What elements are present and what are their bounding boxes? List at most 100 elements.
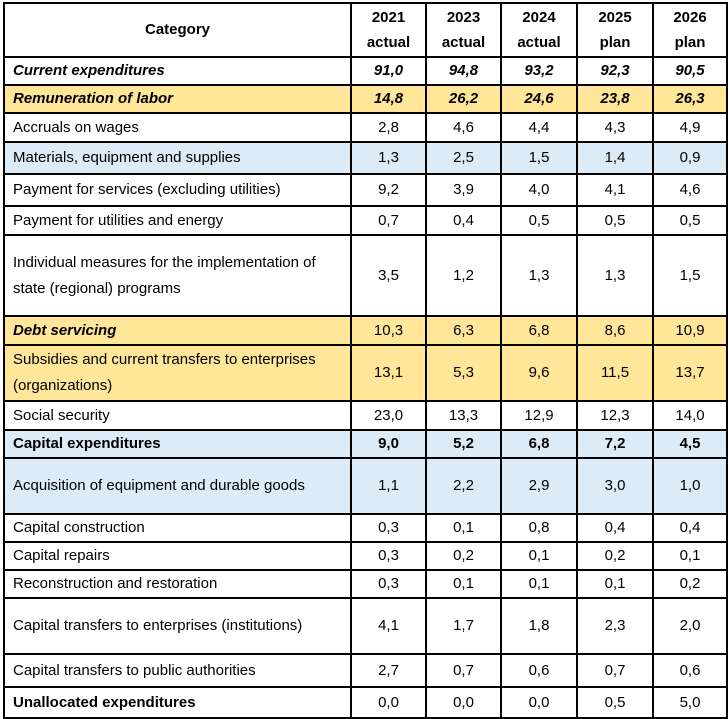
row-label: Individual measures for the implementati… <box>3 234 352 317</box>
cell-value: 0,5 <box>500 205 578 236</box>
cell-value: 3,5 <box>350 234 427 317</box>
cell-value: 2,0 <box>652 597 728 655</box>
row-label: Accruals on wages <box>3 112 352 143</box>
cell-value: 1,0 <box>652 457 728 515</box>
cell-value: 0,2 <box>652 569 728 599</box>
row-label: Materials, equipment and supplies <box>3 141 352 175</box>
cell-value: 10,9 <box>652 315 728 346</box>
cell-value: 1,7 <box>425 597 502 655</box>
cell-value: 3,9 <box>425 173 502 207</box>
cell-value: 1,2 <box>425 234 502 317</box>
cell-value: 7,2 <box>576 429 654 459</box>
cell-value: 0,2 <box>425 541 502 571</box>
cell-value: 4,6 <box>425 112 502 143</box>
row-label: Acquisition of equipment and durable goo… <box>3 457 352 515</box>
cell-value: 4,1 <box>576 173 654 207</box>
column-header-category: Category <box>3 2 352 58</box>
cell-value: 0,7 <box>576 653 654 688</box>
row-label: Capital repairs <box>3 541 352 571</box>
cell-value: 9,2 <box>350 173 427 207</box>
cell-value: 6,8 <box>500 429 578 459</box>
row-label: Subsidies and current transfers to enter… <box>3 344 352 402</box>
cell-value: 2,9 <box>500 457 578 515</box>
cell-value: 93,2 <box>500 56 578 86</box>
cell-value: 0,1 <box>425 569 502 599</box>
cell-value: 0,5 <box>576 686 654 719</box>
table-row: Capital transfers to enterprises (instit… <box>3 597 728 655</box>
column-header-year: 2023 actual <box>425 2 502 58</box>
cell-value: 5,3 <box>425 344 502 402</box>
table-row: Payment for utilities and energy 0,7 0,4 0,… <box>3 205 728 236</box>
cell-value: 0,6 <box>652 653 728 688</box>
cell-value: 2,3 <box>576 597 654 655</box>
table-row: Capital repairs 0,3 0,2 0,1 0,2 0,1 <box>3 541 728 571</box>
cell-value: 2,8 <box>350 112 427 143</box>
cell-value: 2,5 <box>425 141 502 175</box>
cell-value: 12,3 <box>576 400 654 431</box>
header-row: Category 2021 actual 2023 actual 2024 actua… <box>3 2 728 58</box>
cell-value: 0,3 <box>350 513 427 543</box>
cell-value: 0,4 <box>652 513 728 543</box>
row-label: Capital transfers to public authorities <box>3 653 352 688</box>
row-label: Social security <box>3 400 352 431</box>
cell-value: 2,7 <box>350 653 427 688</box>
cell-value: 92,3 <box>576 56 654 86</box>
cell-value: 4,9 <box>652 112 728 143</box>
row-label: Current expenditures <box>3 56 352 86</box>
cell-value: 23,8 <box>576 84 654 114</box>
row-label: Payment for services (excluding utilitie… <box>3 173 352 207</box>
cell-value: 12,9 <box>500 400 578 431</box>
cell-value: 1,5 <box>500 141 578 175</box>
cell-value: 5,2 <box>425 429 502 459</box>
cell-value: 13,3 <box>425 400 502 431</box>
column-header-year: 2025 plan <box>576 2 654 58</box>
table-row: Remuneration of labor 14,8 26,2 24,6 23,8 26,… <box>3 84 728 114</box>
cell-value: 9,6 <box>500 344 578 402</box>
cell-value: 4,4 <box>500 112 578 143</box>
cell-value: 0,5 <box>576 205 654 236</box>
table-row: Unallocated expenditures 0,0 0,0 0,0 0,5 5,0 <box>3 686 728 719</box>
row-label: Payment for utilities and energy <box>3 205 352 236</box>
row-label: Capital expenditures <box>3 429 352 459</box>
cell-value: 8,6 <box>576 315 654 346</box>
cell-value: 4,0 <box>500 173 578 207</box>
cell-value: 0,4 <box>576 513 654 543</box>
cell-value: 0,0 <box>500 686 578 719</box>
cell-value: 0,1 <box>576 569 654 599</box>
cell-value: 0,9 <box>652 141 728 175</box>
row-label: Debt servicing <box>3 315 352 346</box>
row-label: Unallocated expenditures <box>3 686 352 719</box>
cell-value: 14,0 <box>652 400 728 431</box>
cell-value: 0,3 <box>350 541 427 571</box>
table-row: Debt servicing 10,3 6,3 6,8 8,6 10,9 <box>3 315 728 346</box>
column-header-year: 2024 actual <box>500 2 578 58</box>
cell-value: 26,3 <box>652 84 728 114</box>
row-label: Capital transfers to enterprises (instit… <box>3 597 352 655</box>
cell-value: 4,3 <box>576 112 654 143</box>
cell-value: 5,0 <box>652 686 728 719</box>
cell-value: 0,1 <box>652 541 728 571</box>
table-row: Reconstruction and restoration 0,3 0,1 0,1 0… <box>3 569 728 599</box>
cell-value: 1,3 <box>500 234 578 317</box>
cell-value: 11,5 <box>576 344 654 402</box>
cell-value: 2,2 <box>425 457 502 515</box>
table-row: Payment for services (excluding utilitie… <box>3 173 728 207</box>
cell-value: 0,5 <box>652 205 728 236</box>
table-row: Acquisition of equipment and durable goo… <box>3 457 728 515</box>
cell-value: 1,3 <box>576 234 654 317</box>
cell-value: 0,0 <box>425 686 502 719</box>
cell-value: 0,1 <box>500 541 578 571</box>
cell-value: 0,8 <box>500 513 578 543</box>
cell-value: 13,1 <box>350 344 427 402</box>
cell-value: 0,2 <box>576 541 654 571</box>
row-label: Reconstruction and restoration <box>3 569 352 599</box>
cell-value: 23,0 <box>350 400 427 431</box>
expenditures-table: Category 2021 actual 2023 actual 2024 actua… <box>3 2 728 719</box>
cell-value: 13,7 <box>652 344 728 402</box>
column-header-year: 2026 plan <box>652 2 728 58</box>
column-header-year: 2021 actual <box>350 2 427 58</box>
cell-value: 6,8 <box>500 315 578 346</box>
cell-value: 14,8 <box>350 84 427 114</box>
table-row: Current expenditures 91,0 94,8 93,2 92,3 90,5 <box>3 56 728 86</box>
cell-value: 1,5 <box>652 234 728 317</box>
